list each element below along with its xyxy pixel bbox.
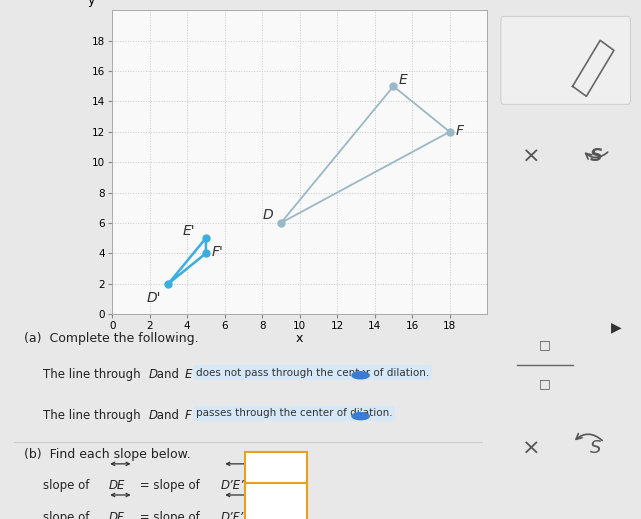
- Text: The line through: The line through: [43, 368, 144, 381]
- Text: does not pass through the center of dilation.: does not pass through the center of dila…: [196, 367, 429, 377]
- FancyBboxPatch shape: [501, 17, 631, 104]
- Text: F: F: [455, 124, 463, 138]
- Text: S: S: [590, 147, 603, 165]
- Text: The line through: The line through: [43, 409, 144, 422]
- Text: DF: DF: [108, 511, 124, 519]
- Text: D: D: [263, 208, 274, 222]
- Text: and: and: [153, 409, 183, 422]
- Text: y: y: [88, 0, 96, 7]
- Text: ×: ×: [522, 146, 540, 166]
- Text: DE: DE: [108, 480, 125, 493]
- X-axis label: x: x: [296, 332, 303, 345]
- Text: = slope of: = slope of: [136, 511, 200, 519]
- Text: slope of: slope of: [43, 480, 89, 493]
- Text: E: E: [399, 73, 408, 87]
- Text: =: =: [257, 511, 271, 519]
- Text: passes through the center of dilation.: passes through the center of dilation.: [196, 408, 392, 418]
- Text: slope of: slope of: [43, 511, 89, 519]
- Text: □: □: [539, 377, 551, 391]
- Text: E: E: [185, 368, 192, 381]
- Text: E': E': [182, 224, 195, 238]
- Text: =: =: [257, 480, 271, 493]
- Text: □: □: [539, 338, 551, 352]
- Text: i: i: [359, 370, 362, 380]
- Text: ▶: ▶: [611, 320, 622, 334]
- Text: = slope of: = slope of: [136, 480, 200, 493]
- Text: F': F': [212, 245, 223, 259]
- Text: D': D': [146, 291, 161, 305]
- Text: F: F: [185, 409, 191, 422]
- Text: D: D: [149, 409, 158, 422]
- Text: ×: ×: [522, 438, 540, 458]
- Text: S: S: [590, 439, 602, 457]
- Text: D’E’: D’E’: [221, 480, 245, 493]
- Text: (a)  Complete the following.: (a) Complete the following.: [24, 332, 199, 345]
- Text: D: D: [149, 368, 158, 381]
- Text: and: and: [153, 368, 183, 381]
- Circle shape: [352, 413, 369, 420]
- Text: (b)  Find each slope below.: (b) Find each slope below.: [24, 448, 190, 461]
- Circle shape: [352, 372, 369, 379]
- Text: i: i: [359, 411, 362, 421]
- Text: D’F’: D’F’: [221, 511, 244, 519]
